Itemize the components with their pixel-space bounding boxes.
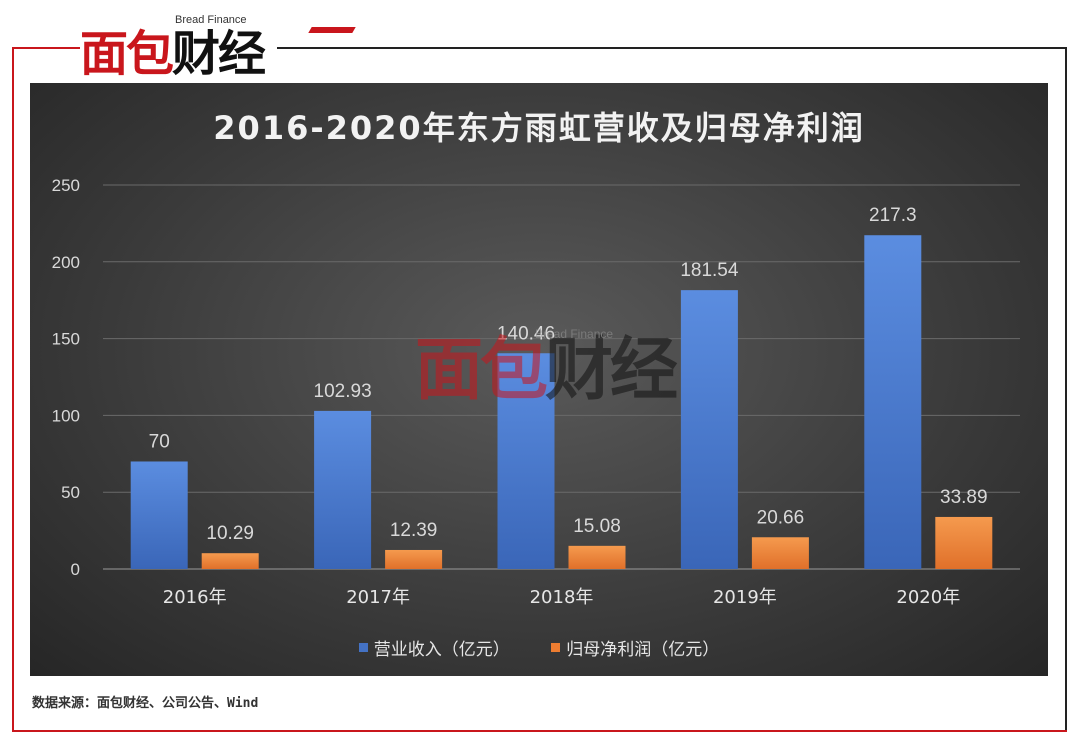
chart-panel: 2016-2020年东方雨虹营收及归母净利润 0 50 100 150 200 250 70… [30, 83, 1048, 676]
legend-swatch-profit [551, 643, 561, 652]
y-tick-label: 0 [71, 560, 80, 579]
logo-black-text: 财经 [172, 26, 266, 82]
data-label-profit: 20.66 [757, 507, 805, 528]
legend-label-revenue: 营业收入（亿元） [373, 640, 510, 660]
logo-chinese: 面包财经 [80, 26, 266, 82]
bar-revenue [680, 290, 738, 569]
chart-title: 2016-2020年东方雨虹营收及归母净利润 [213, 109, 865, 147]
x-tick-label: 2020年 [896, 587, 960, 608]
data-label-profit: 33.89 [940, 487, 988, 508]
data-label-revenue: 102.93 [314, 381, 372, 402]
bar-profit [751, 537, 809, 569]
frame-line [12, 47, 14, 732]
bar-revenue [130, 461, 188, 569]
data-label-revenue: 140.46 [497, 323, 555, 344]
logo-red-text: 面包 [80, 26, 174, 82]
data-label-revenue: 70 [149, 431, 170, 452]
frame-line [1065, 47, 1067, 732]
legend-swatch-revenue [358, 643, 368, 652]
frame-line [12, 47, 80, 49]
data-label-profit: 12.39 [390, 520, 438, 541]
bar-profit [935, 516, 993, 569]
x-tick-label: 2018年 [530, 587, 594, 608]
y-tick-label: 200 [52, 253, 80, 272]
chart-legend: 营业收入（亿元） 归母净利润（亿元） [30, 635, 1048, 660]
data-label-revenue: 181.54 [680, 260, 739, 281]
bar-revenue [497, 353, 555, 569]
logo-accent-bar [308, 27, 356, 33]
y-tick-label: 100 [52, 406, 80, 425]
logo-english: Bread Finance [175, 14, 247, 26]
data-label-profit: 15.08 [573, 516, 621, 537]
bar-revenue [864, 235, 922, 569]
bar-profit [568, 545, 626, 569]
legend-item-revenue: 营业收入（亿元） [358, 635, 510, 660]
frame-line [277, 47, 1067, 49]
x-tick-label: 2017年 [346, 587, 410, 608]
x-tick-label: 2019年 [713, 587, 777, 608]
x-tick-label: 2016年 [163, 587, 227, 608]
bar-profit [201, 553, 259, 569]
bar-revenue [314, 410, 372, 569]
data-source-note: 数据来源：面包财经、公司公告、Wind [32, 696, 259, 711]
brand-logo: Bread Finance 面包财经 [80, 12, 356, 82]
y-tick-label: 250 [52, 176, 80, 195]
bar-chart: 0 50 100 150 200 250 70 10.29 2016年 102.93 12.39 20… [52, 176, 1020, 608]
legend-label-profit: 归母净利润（亿元） [566, 640, 720, 660]
data-label-revenue: 217.3 [869, 205, 917, 226]
y-tick-label: 150 [52, 330, 80, 349]
data-label-profit: 10.29 [206, 523, 254, 544]
y-tick-label: 50 [61, 483, 80, 502]
legend-item-profit: 归母净利润（亿元） [551, 635, 719, 660]
frame-line [12, 730, 1067, 732]
bar-profit [385, 549, 443, 569]
